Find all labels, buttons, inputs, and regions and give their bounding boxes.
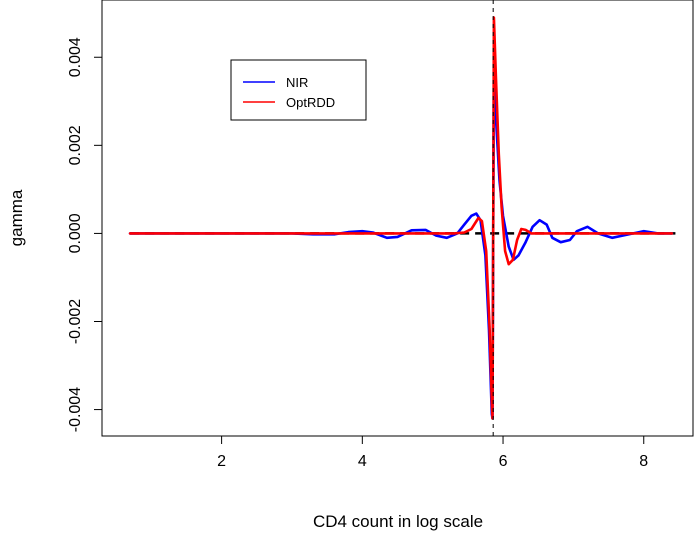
x-tick-label: 6 <box>499 453 508 470</box>
y-axis-title: gamma <box>7 189 26 246</box>
x-tick-label: 4 <box>358 453 367 470</box>
x-axis-title: CD4 count in log scale <box>313 512 483 531</box>
legend-label-optrdd: OptRDD <box>286 95 335 110</box>
plot-frame <box>101 0 694 437</box>
x-tick-label: 2 <box>217 453 226 470</box>
y-tick-label: 0.004 <box>67 37 84 77</box>
series-line-nir <box>128 69 674 420</box>
series-line-optrdd <box>128 16 674 420</box>
legend-box <box>230 59 367 121</box>
x-tick-label: 8 <box>639 453 648 470</box>
y-tick-label: -0.004 <box>67 387 84 432</box>
y-tick-label: 0.000 <box>67 213 84 253</box>
legend: NIR OptRDD <box>230 59 367 121</box>
legend-label-nir: NIR <box>286 75 308 90</box>
y-tick-label: 0.002 <box>67 125 84 165</box>
y-tick-label: -0.002 <box>67 299 84 344</box>
